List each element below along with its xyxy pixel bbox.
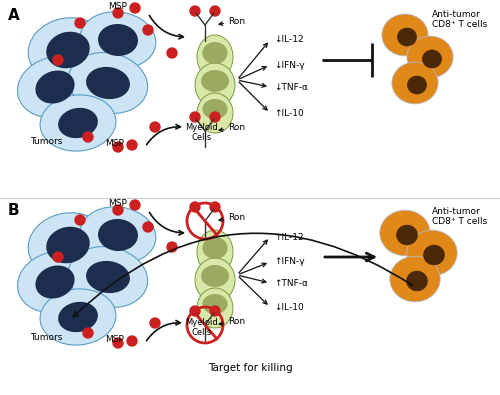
Circle shape — [127, 336, 137, 346]
Circle shape — [190, 6, 200, 16]
Circle shape — [113, 205, 123, 215]
Ellipse shape — [380, 210, 430, 256]
Text: Target for killing: Target for killing — [208, 363, 292, 373]
Ellipse shape — [397, 28, 417, 46]
Ellipse shape — [407, 76, 427, 94]
Text: Ron: Ron — [228, 213, 245, 222]
Text: MSP: MSP — [105, 139, 124, 148]
Text: ↓TNF-α: ↓TNF-α — [274, 83, 308, 92]
Ellipse shape — [58, 108, 98, 138]
Circle shape — [83, 132, 93, 142]
Circle shape — [83, 328, 93, 338]
Ellipse shape — [195, 63, 235, 107]
Ellipse shape — [18, 56, 92, 118]
Ellipse shape — [201, 70, 229, 92]
Ellipse shape — [202, 294, 228, 314]
Ellipse shape — [46, 227, 90, 263]
Circle shape — [210, 306, 220, 316]
Ellipse shape — [195, 258, 235, 302]
Ellipse shape — [406, 271, 428, 291]
Ellipse shape — [86, 261, 130, 293]
Ellipse shape — [28, 213, 108, 277]
Circle shape — [75, 215, 85, 225]
Ellipse shape — [407, 36, 453, 78]
Circle shape — [113, 338, 123, 348]
Ellipse shape — [68, 246, 148, 307]
Text: ↑IL-10: ↑IL-10 — [274, 109, 304, 117]
Ellipse shape — [28, 18, 108, 82]
Ellipse shape — [58, 302, 98, 332]
Ellipse shape — [382, 14, 428, 56]
Text: Tumors: Tumors — [30, 137, 62, 146]
Ellipse shape — [40, 289, 116, 345]
Ellipse shape — [422, 50, 442, 68]
Ellipse shape — [36, 265, 74, 299]
Circle shape — [210, 202, 220, 212]
Circle shape — [190, 112, 200, 122]
Ellipse shape — [202, 237, 228, 259]
Text: Anti-tumor
CD8⁺ T cells: Anti-tumor CD8⁺ T cells — [432, 207, 487, 226]
Ellipse shape — [80, 207, 156, 263]
Ellipse shape — [202, 42, 228, 64]
Ellipse shape — [18, 251, 92, 312]
Circle shape — [150, 318, 160, 328]
Ellipse shape — [68, 53, 148, 113]
Ellipse shape — [46, 32, 90, 68]
Ellipse shape — [98, 219, 138, 251]
Ellipse shape — [202, 99, 228, 119]
Text: Ron: Ron — [228, 316, 245, 325]
Text: MSP: MSP — [105, 335, 124, 344]
Text: MSP: MSP — [108, 199, 127, 208]
Ellipse shape — [407, 230, 457, 276]
Text: ↓IFN-γ: ↓IFN-γ — [274, 60, 304, 70]
Circle shape — [167, 242, 177, 252]
Circle shape — [210, 112, 220, 122]
Circle shape — [113, 142, 123, 152]
Text: MSP: MSP — [108, 2, 127, 11]
Circle shape — [190, 202, 200, 212]
Ellipse shape — [197, 288, 233, 328]
Ellipse shape — [197, 93, 233, 133]
Text: ↓IL-12: ↓IL-12 — [274, 36, 304, 45]
Circle shape — [190, 306, 200, 316]
Ellipse shape — [80, 12, 156, 68]
Circle shape — [210, 6, 220, 16]
Circle shape — [75, 18, 85, 28]
Ellipse shape — [396, 225, 418, 245]
Text: Ron: Ron — [228, 17, 245, 26]
Ellipse shape — [392, 62, 438, 104]
Text: Myeloid
Cells: Myeloid Cells — [186, 123, 218, 143]
Text: ↑TNF-α: ↑TNF-α — [274, 278, 308, 288]
Ellipse shape — [98, 24, 138, 56]
Text: Myeloid
Cells: Myeloid Cells — [186, 318, 218, 337]
Ellipse shape — [40, 95, 116, 151]
Ellipse shape — [201, 265, 229, 287]
Text: B: B — [8, 203, 20, 218]
Circle shape — [130, 3, 140, 13]
Ellipse shape — [423, 245, 445, 265]
Ellipse shape — [36, 70, 74, 103]
Text: Anti-tumor
CD8⁺ T cells: Anti-tumor CD8⁺ T cells — [432, 10, 487, 29]
Text: Ron: Ron — [228, 122, 245, 132]
Ellipse shape — [86, 67, 130, 99]
Circle shape — [113, 8, 123, 18]
Circle shape — [53, 55, 63, 65]
Text: ↑IFN-γ: ↑IFN-γ — [274, 258, 304, 267]
Circle shape — [53, 252, 63, 262]
Circle shape — [143, 222, 153, 232]
Circle shape — [150, 122, 160, 132]
Ellipse shape — [197, 35, 233, 79]
Ellipse shape — [390, 256, 440, 302]
Circle shape — [143, 25, 153, 35]
Text: ↑IL-12: ↑IL-12 — [274, 233, 304, 241]
Circle shape — [127, 140, 137, 150]
Circle shape — [130, 200, 140, 210]
Circle shape — [167, 48, 177, 58]
Text: ↓IL-10: ↓IL-10 — [274, 303, 304, 312]
Ellipse shape — [197, 230, 233, 274]
Text: A: A — [8, 8, 20, 23]
Text: Tumors: Tumors — [30, 333, 62, 342]
